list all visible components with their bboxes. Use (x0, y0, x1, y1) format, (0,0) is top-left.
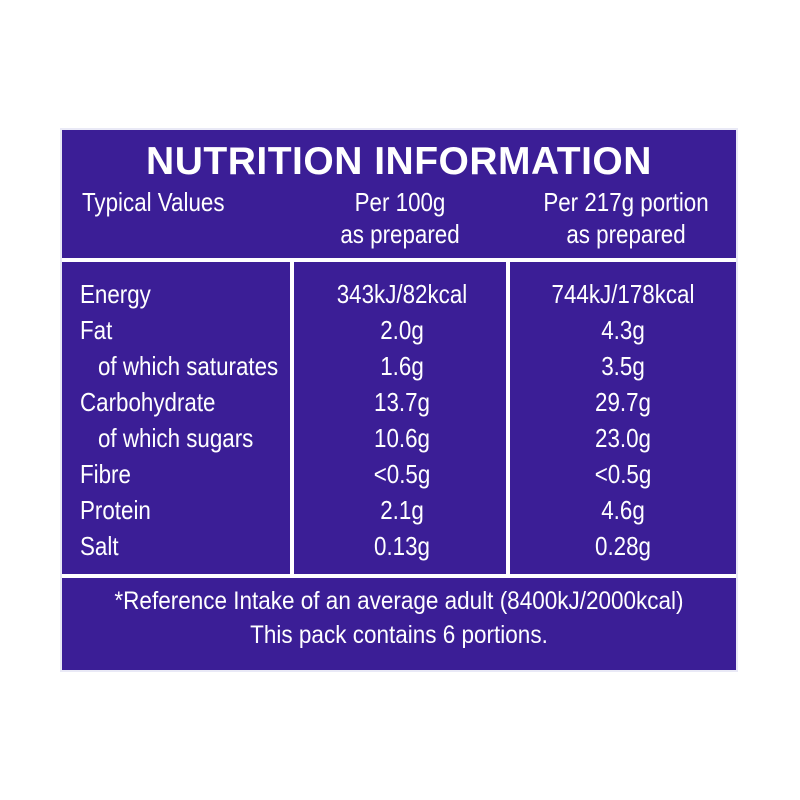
table-row: of which saturates 1.6g 3.5g (62, 348, 736, 384)
header-per-portion-line2: as prepared (566, 219, 686, 249)
per-100g-value: 343kJ/82kcal (336, 279, 468, 309)
header-typical-values: Typical Values (82, 187, 225, 217)
nutrient-label: Salt (80, 531, 119, 561)
table-row: Energy 343kJ/82kcal 744kJ/178kcal (62, 276, 736, 312)
header-per-portion: Per 217g portion as prepared (528, 186, 724, 250)
footer-divider (62, 574, 736, 578)
per-portion-value: 744kJ/178kcal (551, 279, 695, 309)
per-portion-value: 29.7g (595, 387, 651, 417)
per-portion-value: 0.28g (595, 531, 651, 561)
nutrient-label: Fat (80, 315, 113, 345)
table-row: Salt 0.13g 0.28g (62, 528, 736, 564)
per-portion-value: 4.6g (601, 495, 645, 525)
table-row: Fibre <0.5g <0.5g (62, 456, 736, 492)
panel-title: NUTRITION INFORMATION (146, 140, 652, 183)
nutrient-label: Carbohydrate (80, 387, 216, 417)
per-portion-value: 4.3g (601, 315, 645, 345)
table-row: Protein 2.1g 4.6g (62, 492, 736, 528)
column-divider-2 (506, 258, 510, 578)
table-row: Fat 2.0g 4.3g (62, 312, 736, 348)
per-100g-value: 2.0g (380, 315, 424, 345)
reference-intake-note: *Reference Intake of an average adult (8… (114, 587, 684, 615)
nutrient-label: Protein (80, 495, 151, 525)
nutrient-label: Energy (80, 279, 151, 309)
per-100g-value: 2.1g (380, 495, 424, 525)
per-100g-value: 10.6g (374, 423, 430, 453)
table-row: Carbohydrate 13.7g 29.7g (62, 384, 736, 420)
table-row: of which sugars 10.6g 23.0g (62, 420, 736, 456)
portions-note: This pack contains 6 portions. (250, 621, 548, 649)
per-portion-value: <0.5g (594, 459, 652, 489)
column-divider-1 (290, 258, 294, 578)
nutrient-label: Fibre (80, 459, 131, 489)
header-divider (62, 258, 736, 262)
footnote: *Reference Intake of an average adult (8… (62, 584, 736, 652)
per-100g-value: 13.7g (374, 387, 430, 417)
per-portion-value: 3.5g (601, 351, 645, 381)
header-per-100g: Per 100g as prepared (305, 186, 494, 250)
per-100g-value: 0.13g (374, 531, 430, 561)
nutrient-label: of which sugars (98, 423, 254, 453)
header-per-100g-line2: as prepared (340, 219, 460, 249)
header-per-100g-line1: Per 100g (354, 187, 446, 217)
per-portion-value: 23.0g (595, 423, 651, 453)
per-100g-value: <0.5g (373, 459, 431, 489)
nutrition-panel: NUTRITION INFORMATION Typical Values Per… (60, 128, 738, 672)
per-100g-value: 1.6g (380, 351, 424, 381)
header-per-portion-line1: Per 217g portion (543, 187, 709, 217)
nutrient-label: of which saturates (98, 351, 279, 381)
